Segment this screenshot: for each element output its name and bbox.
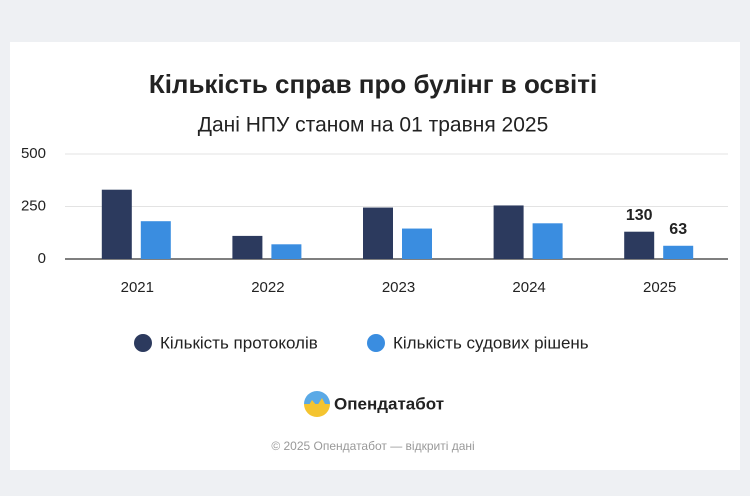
bar [101, 189, 132, 259]
brand-logo [304, 391, 330, 417]
footer: © 2025 Опендатабот — відкриті дані [271, 439, 474, 453]
bar [232, 235, 263, 259]
bar [624, 231, 655, 259]
legend-label: Кількість протоколів [160, 333, 318, 352]
x-tick-label: 2023 [382, 279, 415, 296]
data-label: 63 [669, 221, 687, 238]
chart-title: Кількість справ про булінг в освіті [149, 69, 597, 99]
y-tick-label: 250 [21, 197, 46, 214]
data-label: 130 [626, 207, 653, 224]
x-tick-label: 2022 [251, 279, 284, 296]
brand-name: Опендатабот [334, 394, 444, 413]
y-tick-label: 500 [21, 145, 46, 162]
legend-marker [367, 334, 385, 352]
bar [532, 223, 563, 259]
y-tick-label: 0 [38, 250, 46, 267]
bar [271, 244, 302, 259]
x-tick-label: 2025 [643, 279, 676, 296]
legend-label: Кількість судових рішень [393, 333, 589, 352]
bar [363, 207, 393, 259]
bar [402, 228, 432, 259]
bar [663, 245, 694, 259]
legend-marker [134, 334, 152, 352]
bar [493, 205, 524, 259]
chart-subtitle: Дані НПУ станом на 01 травня 2025 [198, 114, 549, 137]
x-tick-label: 2021 [121, 279, 154, 296]
bar [140, 221, 171, 259]
x-tick-label: 2024 [512, 279, 545, 296]
